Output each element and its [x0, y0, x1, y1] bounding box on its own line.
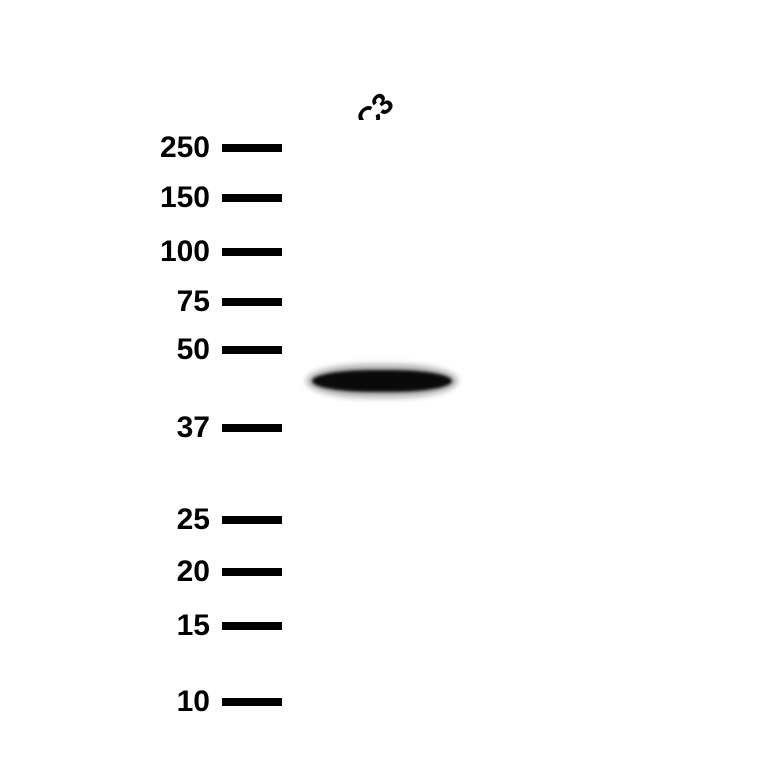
- band-main: [312, 370, 452, 392]
- ladder-label-20: 20: [177, 555, 210, 589]
- lane-pc3: [300, 120, 460, 730]
- ladder-tick-50: [222, 346, 282, 354]
- ladder-label-50: 50: [177, 333, 210, 367]
- ladder-label-250: 250: [160, 131, 210, 165]
- ladder-label-100: 100: [160, 235, 210, 269]
- ladder-tick-37: [222, 424, 282, 432]
- ladder-tick-10: [222, 698, 282, 706]
- ladder-label-75: 75: [177, 285, 210, 319]
- ladder-label-37: 37: [177, 411, 210, 445]
- blot-container: PC3 250 150 100 75 50 37 25 20 15 10: [0, 0, 764, 764]
- ladder-label-10: 10: [177, 685, 210, 719]
- ladder-tick-75: [222, 298, 282, 306]
- ladder-tick-100: [222, 248, 282, 256]
- ladder-tick-20: [222, 568, 282, 576]
- ladder-label-150: 150: [160, 181, 210, 215]
- ladder-tick-150: [222, 194, 282, 202]
- ladder-tick-250: [222, 144, 282, 152]
- ladder-tick-15: [222, 622, 282, 630]
- ladder-label-15: 15: [177, 609, 210, 643]
- ladder-tick-25: [222, 516, 282, 524]
- ladder-label-25: 25: [177, 503, 210, 537]
